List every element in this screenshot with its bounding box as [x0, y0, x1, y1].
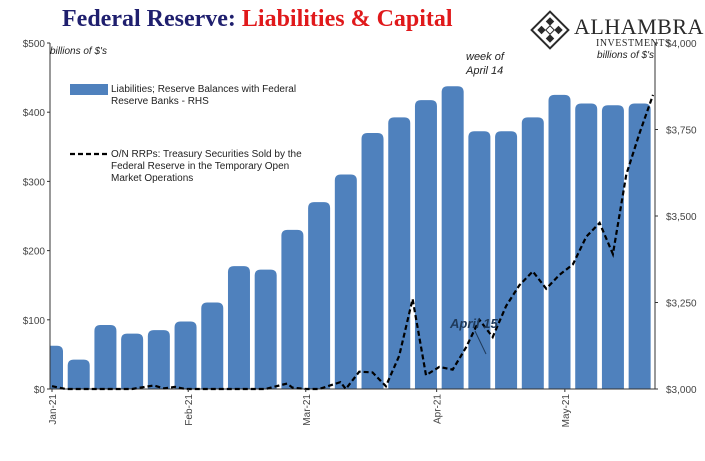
chart-title-part2: Liabilities & Capital — [241, 6, 453, 32]
left-tick-3: $300 — [23, 177, 46, 188]
legend-line-text: O/N RRPs: Treasury Securities Sold by th… — [111, 149, 304, 184]
chart-title: Federal Reserve: Liabilities & Capital — [62, 6, 453, 33]
legend-bar-swatch — [70, 84, 108, 95]
bar-18 — [521, 117, 544, 389]
left-tick-4: $400 — [23, 108, 46, 119]
bar-11 — [334, 174, 357, 389]
right-axis-unit: billions of $'s — [597, 50, 654, 61]
bar-7 — [227, 266, 250, 389]
bar-0 — [50, 345, 63, 389]
right-tick-4: $4,000 — [666, 39, 697, 50]
left-tick-5: $500 — [23, 39, 46, 50]
bar-5 — [174, 321, 197, 389]
logo-subtitle: INVESTMENTS — [596, 38, 671, 49]
diamond-grid-icon — [530, 10, 570, 50]
annotation-week-of: week of April 14 — [465, 51, 507, 77]
right-tick-1: $3,250 — [666, 299, 697, 310]
bar-9 — [281, 229, 304, 389]
bar-12 — [361, 132, 384, 389]
left-tick-0: $0 — [34, 385, 46, 396]
legend-bars-line2: Reserve Banks - RHS — [111, 96, 209, 107]
left-tick-1: $100 — [23, 316, 46, 327]
labels-layer: $0 $100 $200 $300 $400 $500 $3,000 $3,250 $3,500… — [23, 39, 697, 427]
x-tick-1: Feb-21 — [184, 394, 195, 426]
x-tick-2: Mar-21 — [302, 394, 313, 426]
annotation-april-15-pointer — [474, 330, 487, 355]
bar-4 — [147, 330, 170, 389]
left-tick-2: $200 — [23, 247, 46, 258]
logo-name: ALHAMBRA — [574, 14, 704, 39]
bar-20 — [575, 103, 598, 389]
chart-title-part1: Federal Reserve: — [62, 6, 236, 32]
bar-6 — [201, 302, 224, 389]
bar-3 — [121, 333, 144, 389]
bar-2 — [94, 324, 117, 389]
right-tick-0: $3,000 — [666, 385, 697, 396]
bars-layer — [50, 86, 651, 389]
x-tick-3: Apr-21 — [433, 394, 444, 424]
x-tick-4: May-21 — [561, 394, 572, 428]
legend-bars-text: Liabilities; Reserve Balances with Feder… — [111, 84, 299, 107]
right-tick-3: $3,750 — [666, 126, 697, 137]
annotation-week-of-line2: April 14 — [465, 65, 503, 77]
bar-14 — [414, 100, 437, 389]
bar-22 — [628, 103, 651, 389]
bar-15 — [441, 86, 464, 389]
left-axis-unit: billions of $'s — [50, 46, 107, 57]
legend-line-line3: Market Operations — [111, 173, 193, 184]
legend-line-line1: O/N RRPs: Treasury Securities Sold by th… — [111, 149, 302, 160]
annotation-week-of-line1: week of — [466, 51, 505, 63]
alhambra-logo: ALHAMBRA INVESTMENTS — [528, 8, 703, 68]
annotation-april-15: April 15 — [449, 316, 498, 331]
bar-1 — [67, 359, 90, 389]
bar-17 — [495, 131, 518, 389]
bar-21 — [601, 105, 624, 389]
x-tick-0: Jan-21 — [48, 394, 59, 425]
bar-19 — [548, 94, 571, 389]
bar-8 — [254, 269, 277, 389]
legend-line-line2: Federal Reserve in the Temporary Open — [111, 161, 289, 172]
bar-16 — [468, 131, 491, 389]
legend: Liabilities; Reserve Balances with Feder… — [70, 84, 304, 184]
bar-13 — [388, 117, 411, 389]
rrp-series-line — [51, 94, 655, 391]
right-tick-2: $3,500 — [666, 212, 697, 223]
legend-bars-line1: Liabilities; Reserve Balances with Feder… — [111, 84, 296, 95]
bar-10 — [308, 202, 331, 389]
